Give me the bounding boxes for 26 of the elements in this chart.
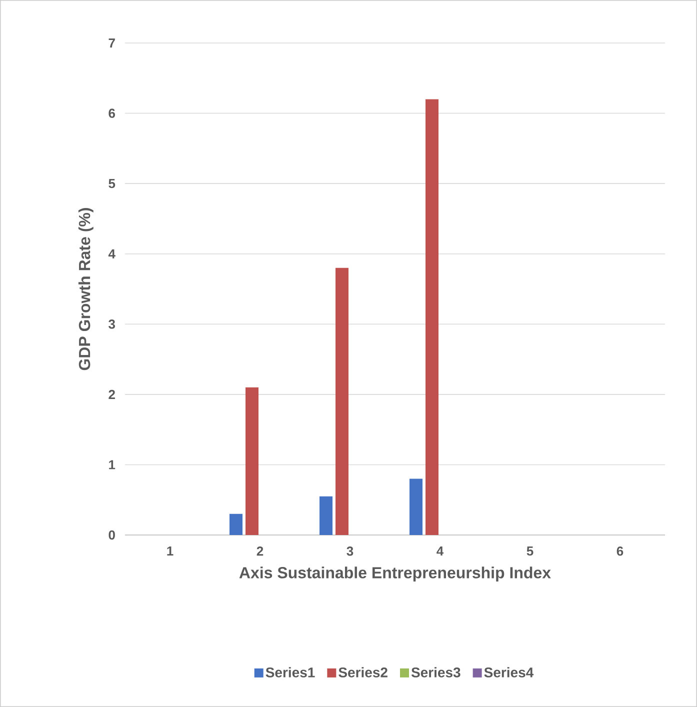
legend-label: Series2 <box>338 667 388 678</box>
bar <box>426 99 438 535</box>
bar <box>230 514 242 535</box>
bar <box>336 268 348 535</box>
x-tick-label: 4 <box>436 546 444 556</box>
y-tick-label: 0 <box>108 530 115 540</box>
y-tick-label: 7 <box>108 38 115 48</box>
x-tick-label: 5 <box>526 546 534 556</box>
y-tick-label: 4 <box>108 249 116 258</box>
legend-label: Series4 <box>484 667 534 678</box>
bar <box>410 478 422 535</box>
legend-label: Series1 <box>266 667 315 678</box>
y-tick-label: 5 <box>108 179 116 188</box>
y-axis-title: GDP Growth Rate (%) <box>78 208 94 370</box>
x-tick-label: 6 <box>616 546 624 556</box>
x-axis-title: Axis Sustainable Entrepreneurship Index <box>239 566 551 582</box>
x-tick-label: 1 <box>167 546 174 556</box>
y-tick-label: 6 <box>108 108 115 118</box>
bar <box>320 496 332 535</box>
y-tick-label: 1 <box>109 460 116 470</box>
x-tick-label: 3 <box>346 546 354 556</box>
y-tick-label: 3 <box>108 320 115 329</box>
y-tick-label: 2 <box>108 390 115 399</box>
bar <box>246 387 258 535</box>
legend-label: Series3 <box>411 667 460 678</box>
x-tick-label: 2 <box>256 546 264 556</box>
